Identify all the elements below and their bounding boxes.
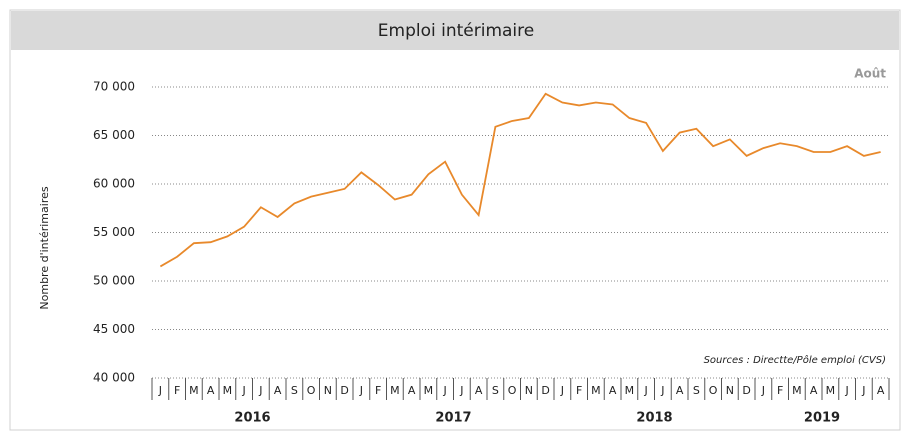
x-tick-label: J (761, 384, 765, 397)
x-tick-label: J (443, 384, 447, 397)
corner-note: Août (854, 67, 886, 81)
x-tick-label: J (660, 384, 664, 397)
x-tick-label: O (307, 384, 316, 397)
year-label: 2018 (636, 411, 672, 426)
x-tick-label: J (644, 384, 648, 397)
x-tick-label: J (158, 384, 162, 397)
x-tick-label: J (242, 384, 246, 397)
y-tick-label: 45 000 (93, 322, 135, 336)
x-tick-label: S (492, 384, 499, 397)
x-tick-label: N (726, 384, 734, 397)
x-tick-label: A (408, 384, 416, 397)
x-tick-label: N (324, 384, 332, 397)
x-tick-label: F (375, 384, 381, 397)
y-tick-label: 50 000 (93, 274, 135, 288)
series-line (159, 92, 881, 268)
x-tick-label: M (625, 384, 635, 397)
x-tick-label: J (861, 384, 865, 397)
year-label: 2019 (804, 411, 840, 426)
x-tick-label: F (777, 384, 783, 397)
x-tick-label: F (174, 384, 180, 397)
header (11, 11, 899, 50)
y-tick-label: 65 000 (93, 128, 135, 142)
source: Sources : Directte/Pôle emploi (CVS) (704, 354, 886, 366)
x-tick-label: S (291, 384, 298, 397)
x-tick-label: A (274, 384, 282, 397)
x-tick-label: M (424, 384, 434, 397)
x-tick-label: J (459, 384, 463, 397)
y-tick-label: 60 000 (93, 177, 135, 191)
chart-title: Emploi intérimaire (378, 21, 534, 41)
x-tick-label: S (693, 384, 700, 397)
x-tick-label: M (189, 384, 199, 397)
x-tick-label: D (541, 384, 549, 397)
x-tick-label: J (258, 384, 262, 397)
x-tick-label: A (676, 384, 684, 397)
x-tick-label: F (576, 384, 582, 397)
x-tick-label: A (609, 384, 617, 397)
x-tick-label: J (845, 384, 849, 397)
x-tick-label: N (525, 384, 533, 397)
x-tick-label: A (877, 384, 885, 397)
x-tick-label: M (223, 384, 233, 397)
year-label: 2017 (435, 411, 471, 426)
x-tick-label: A (810, 384, 818, 397)
x-tick-label: M (792, 384, 802, 397)
x-tick-label: A (475, 384, 483, 397)
y-axis-label: Nombre d'intérimaires (38, 186, 51, 309)
frame (9, 9, 901, 431)
x-tick-label: J (359, 384, 363, 397)
y-tick-label: 55 000 (93, 225, 135, 239)
x-tick-label: O (508, 384, 517, 397)
x-tick-label: J (560, 384, 564, 397)
y-tick-label: 40 000 (93, 371, 135, 385)
x-tick-label: O (709, 384, 718, 397)
x-tick-label: D (742, 384, 750, 397)
year-label: 2016 (234, 411, 270, 426)
x-tick-label: M (390, 384, 400, 397)
y-tick-label: 70 000 (93, 80, 135, 94)
x-tick-label: A (207, 384, 215, 397)
x-tick-label: D (340, 384, 348, 397)
x-tick-label: M (826, 384, 836, 397)
x-tick-label: M (591, 384, 601, 397)
